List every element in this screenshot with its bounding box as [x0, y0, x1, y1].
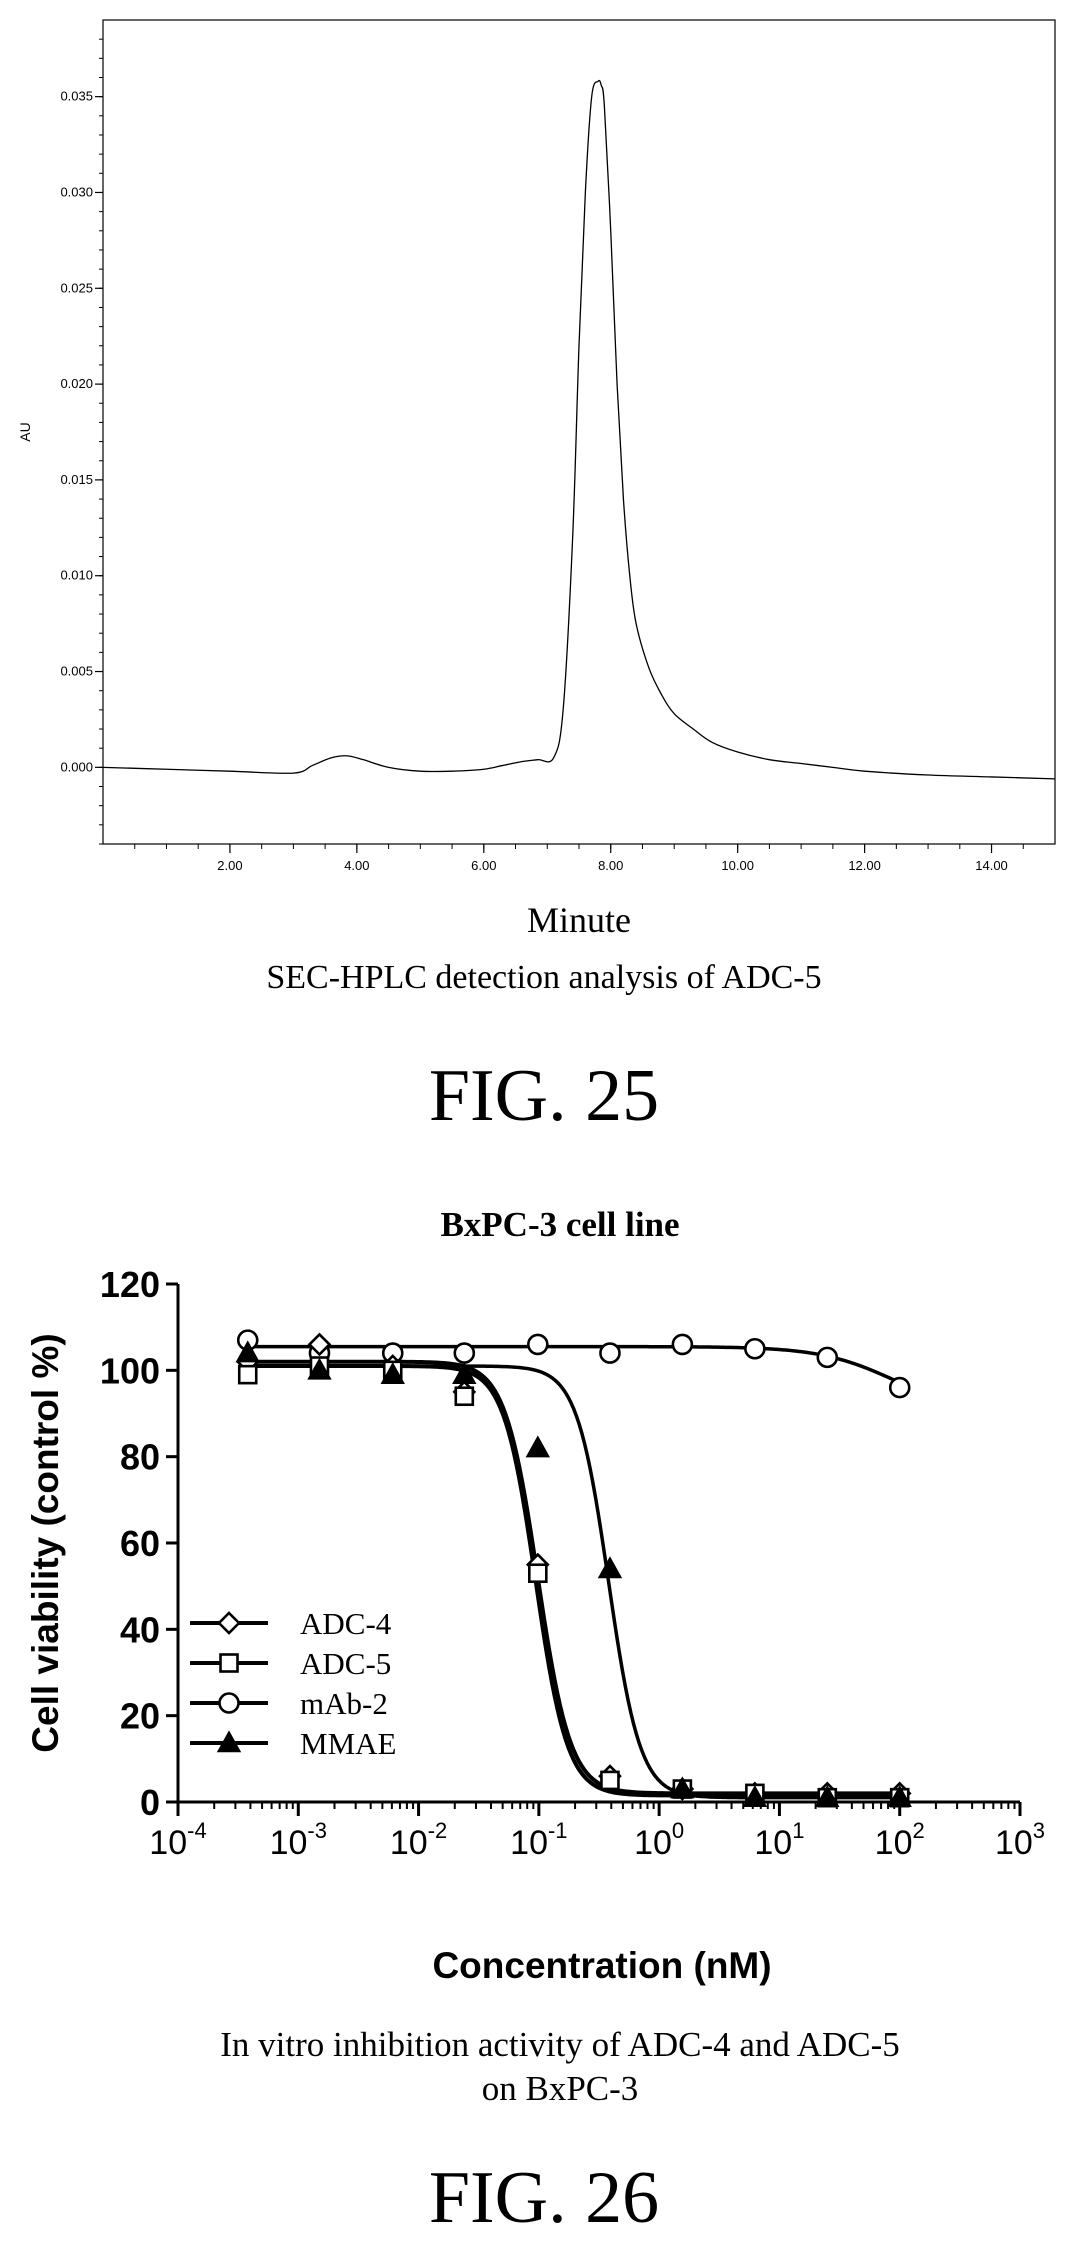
chart2-point-adc-5 [528, 1563, 548, 1584]
chart2-y-tick-label: 100 [100, 1350, 160, 1391]
chart2-x-axis-label: Concentration (nM) [432, 1945, 771, 1986]
chart2-y-tick-label: 120 [100, 1264, 160, 1305]
chart1-trace-line [102, 79, 1056, 780]
bxpc3-dose-response-chart: 0 20 40 60 80 100 120 10-4 10-3 10-2 10-1 100 101 102… [25, 1264, 1045, 1986]
chart2-y-tick-label: 40 [120, 1609, 160, 1650]
chart1-y-tick-label: 0.035 [60, 89, 93, 104]
chart2-x-tick-label: 100 [634, 1818, 684, 1862]
fig25-label: FIG. 25 [429, 1055, 659, 1137]
fig26-caption-line-2: on BxPC-3 [482, 2069, 639, 2108]
chart2-point-mmae [670, 1776, 695, 1799]
chart1-x-tick-label: 6.00 [471, 858, 496, 873]
chart2-x-tick-label: 103 [995, 1818, 1045, 1862]
chart1-y-tick-label: 0.025 [60, 280, 93, 295]
chart2-legend-marker-adc-4 [217, 1611, 241, 1635]
chart1-y-tick-label: 0.020 [60, 376, 93, 391]
fig26-label: FIG. 26 [429, 2157, 659, 2239]
chart2-y-axis-label: Cell viability (control %) [25, 1333, 66, 1752]
chart2-legend-label: ADC-4 [300, 1606, 392, 1641]
chart2-y-tick-label: 0 [140, 1782, 160, 1823]
chart2-point-mab-2 [816, 1346, 839, 1369]
chart1-x-tick-label: 8.00 [598, 858, 623, 873]
chart1-y-tick-label: 0.015 [60, 472, 93, 487]
chart1-x-tick-label: 12.00 [848, 858, 881, 873]
chart1-x-axis-label: Minute [527, 900, 631, 940]
chart2-point-mmae [452, 1361, 477, 1384]
chart1-x-tick-label: 4.00 [344, 858, 369, 873]
chart2-point-mab-2 [599, 1342, 621, 1364]
chart1-y-axis-label: AU [17, 422, 33, 441]
chart2-point-mmae [597, 1556, 623, 1579]
chart1-y-tick-label: 0.010 [60, 568, 93, 583]
chart2-x-tick-label: 10-2 [390, 1818, 447, 1862]
chart2-fit-curve-mmae [247, 1364, 900, 1800]
chart2-legend-label: ADC-5 [300, 1646, 391, 1681]
chart2-point-mmae [887, 1785, 912, 1807]
chart2-point-mmae [742, 1785, 768, 1807]
chart2-fit-curve-mab-2 [247, 1344, 901, 1385]
sec-hplc-chart: 0.000 0.005 0.010 0.015 0.020 0.025 0.030 0.035… [17, 19, 1056, 940]
chart1-x-tick-label: 10.00 [721, 858, 754, 873]
chart2-point-adc-5 [454, 1386, 475, 1407]
chart2-data-points [235, 1329, 912, 1808]
chart2-point-mmae [815, 1785, 840, 1807]
chart2-point-mmae [307, 1357, 332, 1380]
chart2-axes: 0 20 40 60 80 100 120 10-4 10-3 10-2 10-1 100 101 102… [100, 1264, 1045, 1862]
chart1-y-tick-label: 0.000 [60, 759, 93, 774]
chart2-legend-marker-adc-5 [219, 1653, 239, 1673]
chart1-x-axis: 2.00 4.00 6.00 8.00 10.00 12.00 14.00 [134, 844, 1024, 873]
chart2-y-tick-label: 20 [120, 1696, 160, 1737]
chart2-x-tick-label: 10-3 [270, 1818, 327, 1862]
chart2-point-mab-2 [888, 1376, 911, 1399]
chart2-point-mmae [525, 1435, 551, 1458]
chart2-title: BxPC-3 cell line [440, 1205, 679, 1244]
chart1-plot-frame [102, 19, 1056, 845]
chart1-x-tick-label: 14.00 [975, 858, 1008, 873]
chart2-point-mab-2 [744, 1337, 766, 1360]
chart2-point-mab-2 [527, 1333, 549, 1356]
chart1-y-axis: 0.000 0.005 0.010 0.015 0.020 0.025 0.030 0.035 [60, 38, 103, 845]
fig25-caption: SEC-HPLC detection analysis of ADC-5 [266, 959, 821, 996]
chart1-x-tick-label: 2.00 [217, 858, 242, 873]
chart2-legend: ADC-4 ADC-5 mAb-2 MMAE [190, 1606, 396, 1761]
chart2-x-tick-label: 10-4 [149, 1818, 206, 1862]
chart2-legend-label: mAb-2 [300, 1686, 388, 1721]
chart2-point-mmae [235, 1340, 260, 1363]
chart2-legend-label: MMAE [300, 1726, 396, 1761]
chart2-point-adc-5 [600, 1770, 620, 1791]
chart2-point-mab-2 [453, 1342, 476, 1364]
chart1-y-tick-label: 0.005 [60, 664, 93, 679]
chart2-x-tick-label: 101 [754, 1818, 804, 1862]
chart2-fit-curves [247, 1344, 901, 1800]
fig26-caption-line-1: In vitro inhibition activity of ADC-4 an… [220, 2025, 900, 2064]
chart2-y-tick-label: 60 [120, 1523, 160, 1564]
chart1-y-tick-label: 0.030 [60, 184, 93, 199]
chart2-point-mab-2 [671, 1333, 694, 1356]
chart2-x-tick-label: 102 [875, 1818, 925, 1862]
chart2-point-mmae [380, 1361, 405, 1384]
chart2-fit-curve-adc-4 [247, 1359, 900, 1796]
chart2-x-tick-label: 10-1 [510, 1818, 567, 1862]
chart2-legend-marker-mmae [216, 1730, 242, 1753]
chart2-legend-marker-mab-2 [218, 1692, 240, 1714]
chart2-point-adc-5 [237, 1364, 258, 1385]
chart2-y-tick-label: 80 [120, 1437, 160, 1478]
chart2-point-adc-4 [307, 1332, 332, 1357]
